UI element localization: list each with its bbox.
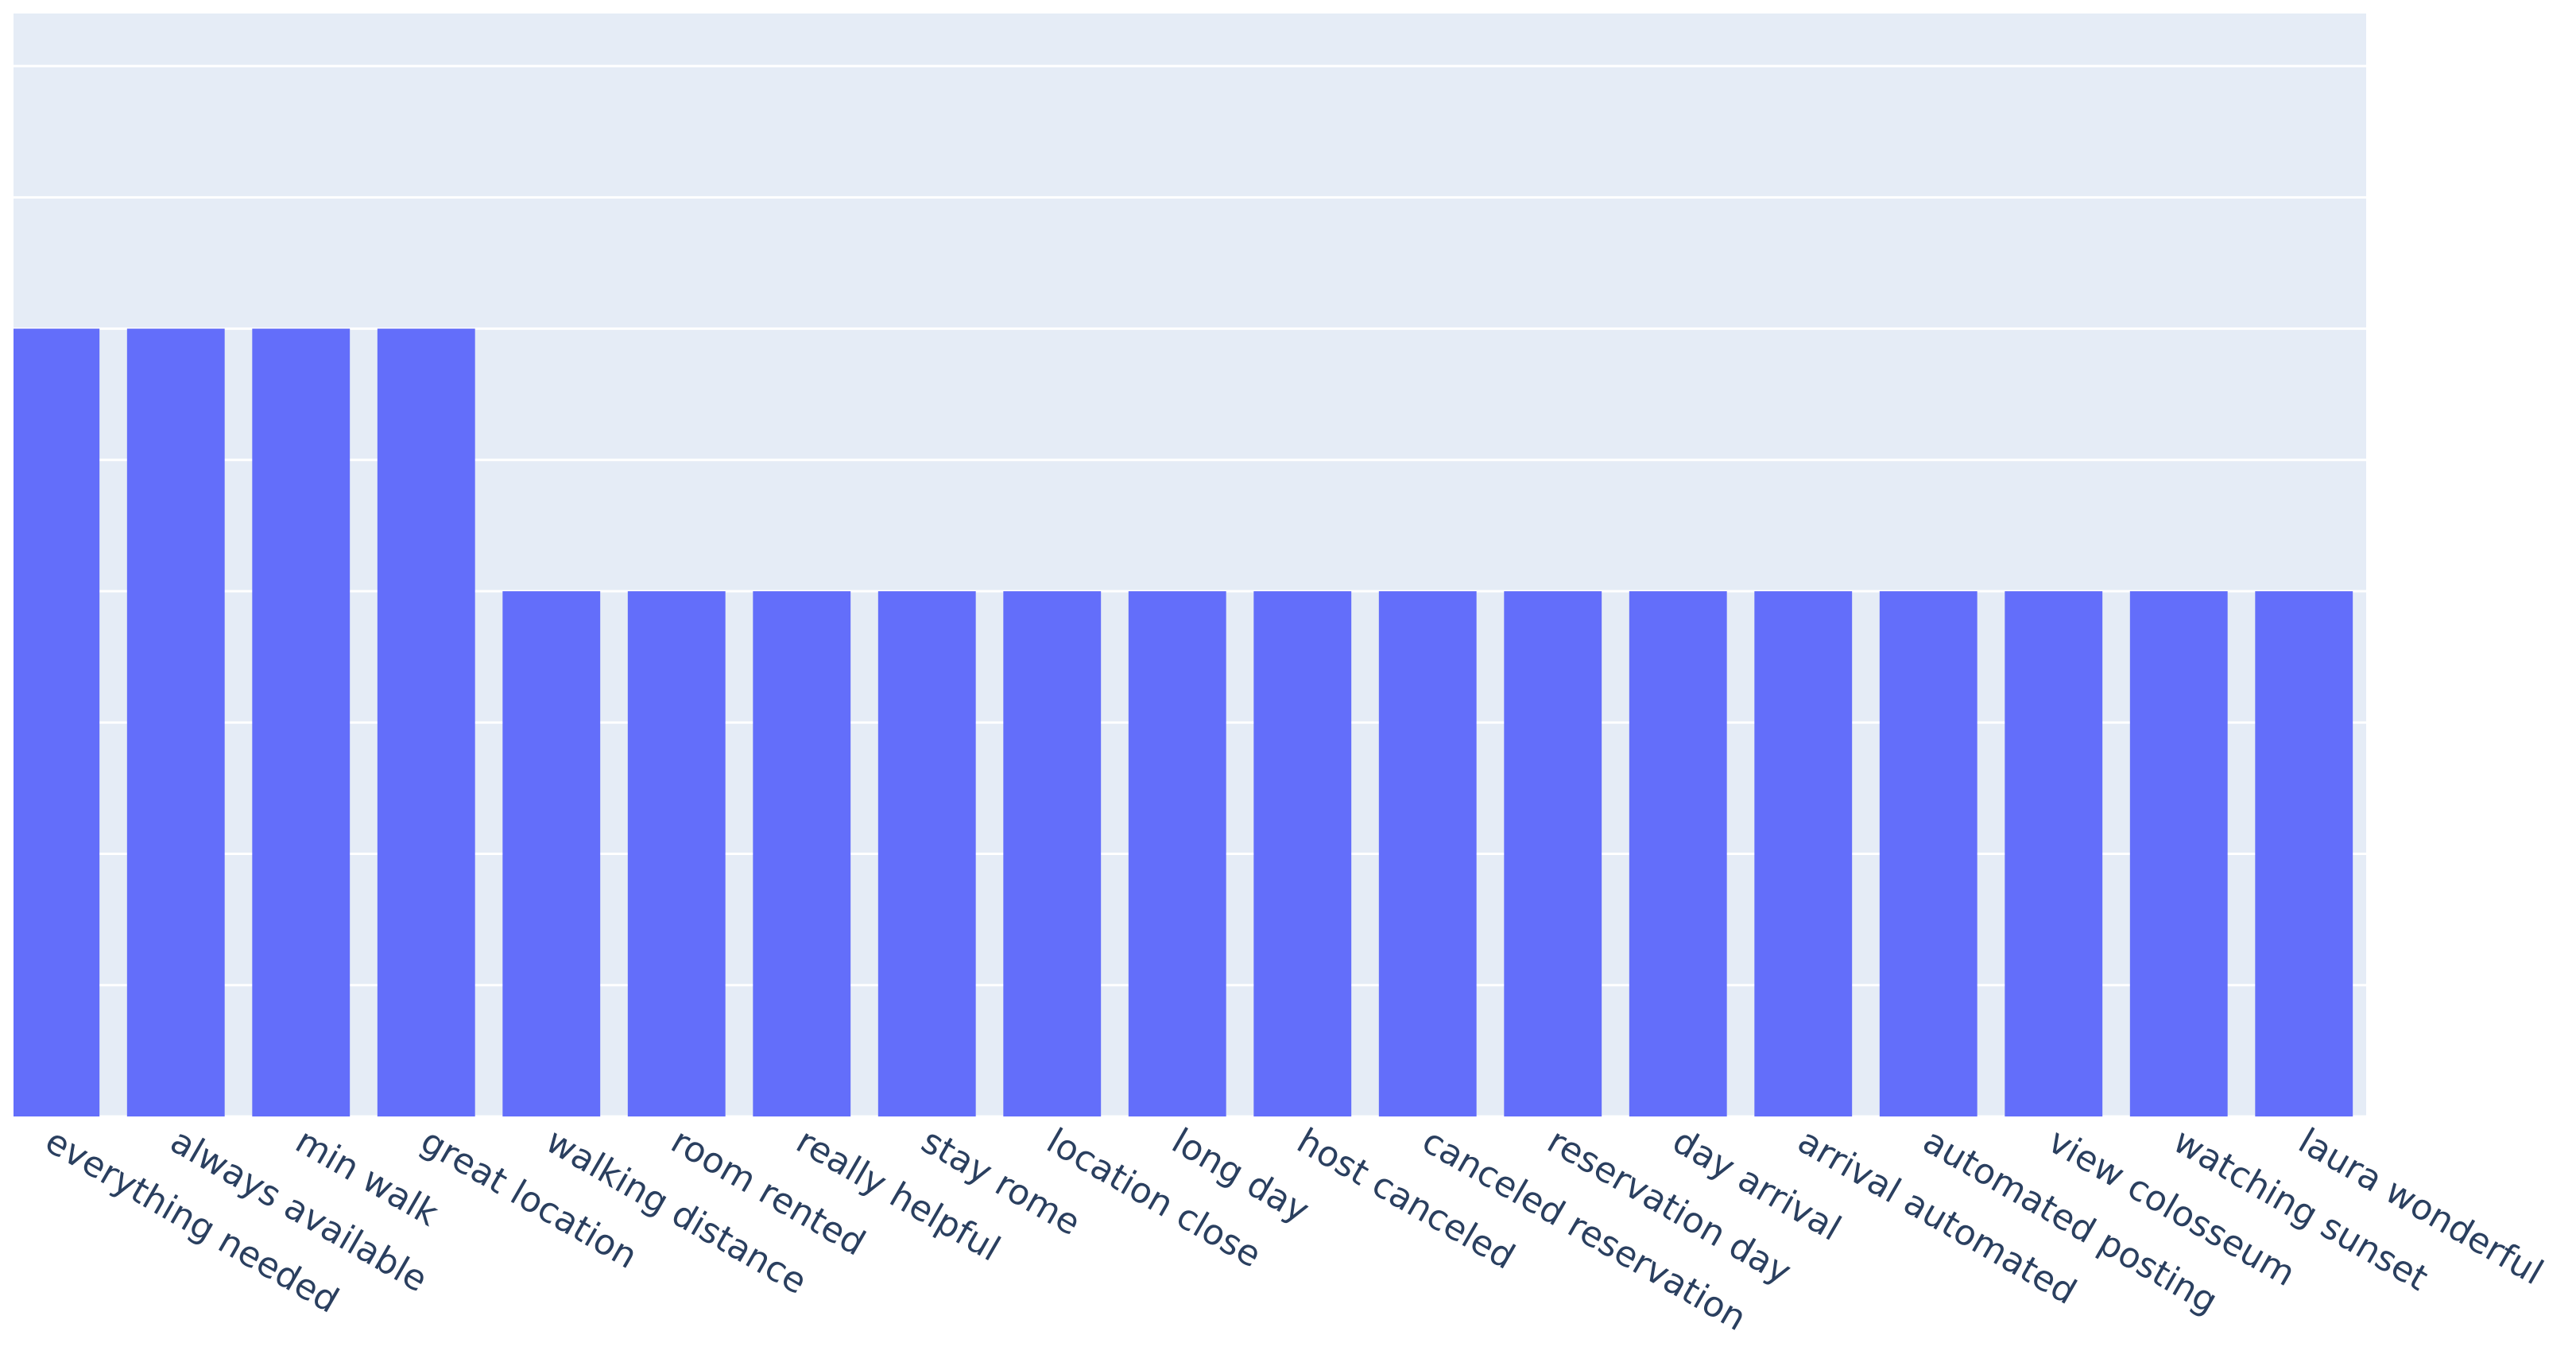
bar	[1504, 591, 1602, 1116]
bar	[502, 591, 601, 1116]
bars	[14, 328, 2353, 1117]
bar	[1879, 591, 1978, 1116]
bar	[2255, 591, 2353, 1116]
x-tick-label: location close	[1040, 1120, 1268, 1275]
bar	[1754, 591, 1853, 1116]
bar	[2129, 591, 2228, 1116]
bar	[2005, 591, 2103, 1116]
bar	[14, 328, 100, 1117]
x-tick-label: great location	[414, 1120, 645, 1277]
x-tick-label: host canceled	[1290, 1120, 1521, 1277]
bar	[627, 591, 726, 1116]
bar	[252, 328, 351, 1117]
bar	[1378, 591, 1477, 1116]
bar	[1128, 591, 1226, 1116]
bar	[377, 328, 475, 1117]
bar	[1003, 591, 1102, 1116]
bar	[1629, 591, 1727, 1116]
bar	[753, 591, 851, 1116]
bar	[877, 591, 976, 1116]
bar	[126, 328, 225, 1117]
bar	[1253, 591, 1352, 1116]
